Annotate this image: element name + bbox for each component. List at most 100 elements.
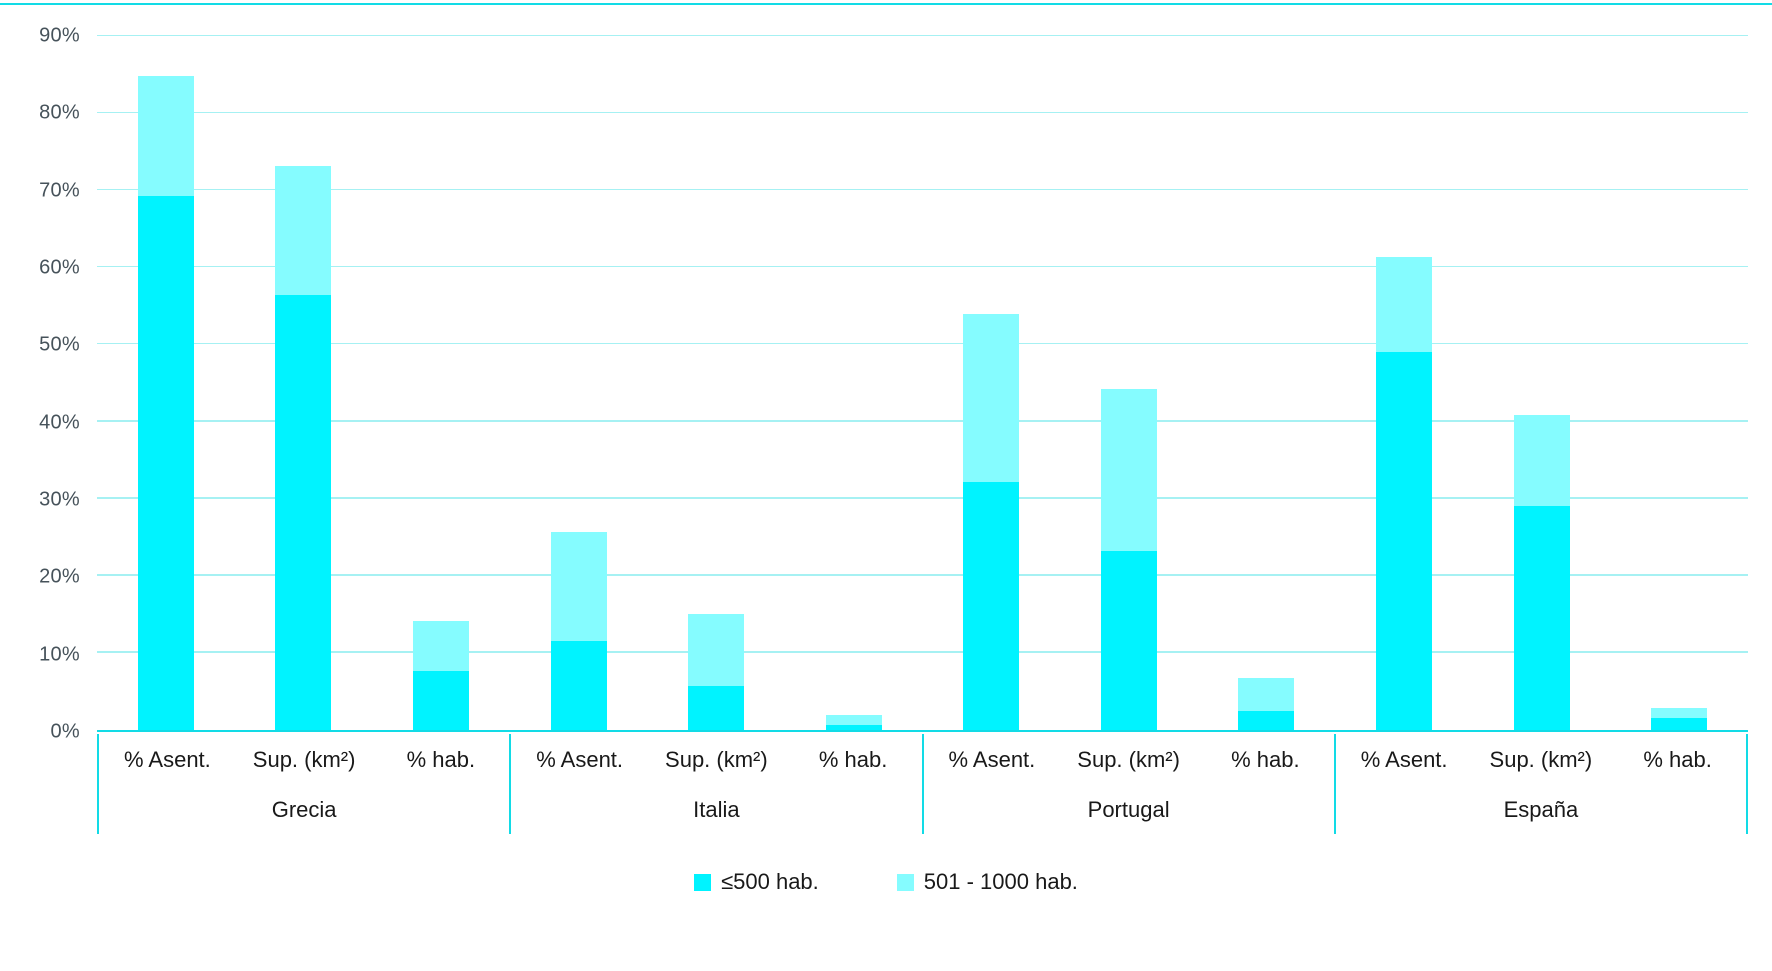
y-axis-ticks: 0% 10% 20% 30% 40% 50% 60% 70% 80% 90% bbox=[0, 25, 80, 743]
x-axis-labels: % Asent. Sup. (km²) % hab. Grecia % Asent. Su… bbox=[97, 734, 1748, 834]
stacked-bar-España-% Asent. bbox=[1376, 256, 1433, 730]
category-label: % Asent. bbox=[1360, 747, 1448, 772]
stacked-bar-Italia-% hab. bbox=[825, 715, 882, 730]
stacked-bar-España-Sup. (km²) bbox=[1513, 414, 1570, 730]
bar-slot bbox=[372, 36, 510, 730]
stacked-bar-España-% hab. bbox=[1651, 707, 1708, 730]
country-label: España bbox=[1503, 797, 1579, 822]
legend-label-501-1000: 501 - 1000 hab. bbox=[923, 869, 1078, 894]
bar-slot bbox=[97, 36, 235, 730]
x-group-España: % Asent. Sup. (km²) % hab. España bbox=[1333, 734, 1748, 834]
bar-slot bbox=[785, 36, 923, 730]
gridline bbox=[97, 111, 1748, 114]
segment-501-1000-hab bbox=[825, 715, 882, 726]
category-label-row: % Asent. Sup. (km²) % hab. bbox=[99, 734, 509, 786]
category-label: % hab. bbox=[1231, 747, 1300, 772]
bar-slot bbox=[1060, 36, 1198, 730]
country-label: Italia bbox=[693, 797, 740, 822]
bar-slot bbox=[647, 36, 785, 730]
y-tick-label: 0% bbox=[50, 720, 80, 743]
stacked-bar-Portugal-% Asent. bbox=[963, 314, 1020, 730]
x-group-Grecia: % Asent. Sup. (km²) % hab. Grecia bbox=[97, 734, 509, 834]
category-label: % hab. bbox=[1643, 747, 1712, 772]
gridline bbox=[97, 651, 1748, 653]
bar-group-España bbox=[1335, 36, 1748, 730]
legend-item-le500[interactable]: ≤500 hab. bbox=[694, 869, 819, 895]
stacked-bar-Grecia-Sup. (km²) bbox=[275, 165, 332, 730]
stacked-bar-Portugal-% hab. bbox=[1238, 677, 1295, 730]
segment-501-1000-hab bbox=[275, 165, 332, 296]
category-label: % Asent. bbox=[948, 747, 1036, 772]
segment-501-1000-hab bbox=[1376, 256, 1433, 353]
bar-group-Grecia bbox=[97, 36, 510, 730]
country-label-row: Portugal bbox=[924, 786, 1334, 834]
country-label: Grecia bbox=[271, 797, 337, 822]
gridline bbox=[97, 420, 1748, 422]
bar-slot bbox=[510, 36, 648, 730]
y-tick-label: 10% bbox=[39, 643, 80, 666]
category-label: Sup. (km²) bbox=[665, 747, 768, 772]
legend-label-le500: ≤500 hab. bbox=[721, 869, 819, 894]
category-label-row: % Asent. Sup. (km²) % hab. bbox=[1336, 734, 1746, 786]
category-label: % hab. bbox=[406, 747, 476, 772]
segment-501-1000-hab bbox=[1513, 414, 1570, 507]
stacked-bar-Grecia-% hab. bbox=[412, 620, 469, 730]
x-group-Italia: % Asent. Sup. (km²) % hab. Italia bbox=[509, 734, 921, 834]
category-label: Sup. (km²) bbox=[1489, 747, 1593, 772]
bar-slot bbox=[1610, 36, 1748, 730]
y-tick-label: 30% bbox=[39, 488, 80, 511]
y-tick-label: 20% bbox=[39, 565, 80, 588]
segment-501-1000-hab bbox=[1651, 707, 1708, 719]
stacked-bar-Portugal-Sup. (km²) bbox=[1100, 389, 1157, 730]
country-label-row: España bbox=[1336, 786, 1746, 834]
plot-area bbox=[97, 34, 1748, 732]
country-label-row: Italia bbox=[511, 786, 921, 834]
segment-501-1000-hab bbox=[1238, 677, 1295, 711]
chart-top-border bbox=[0, 3, 1772, 5]
stacked-bar-Grecia-% Asent. bbox=[137, 76, 194, 730]
category-label-row: % Asent. Sup. (km²) % hab. bbox=[924, 734, 1334, 786]
bar-group-Italia bbox=[510, 36, 923, 730]
category-label: Sup. (km²) bbox=[1077, 747, 1180, 772]
category-label: % hab. bbox=[818, 747, 888, 772]
bar-slot bbox=[1198, 36, 1336, 730]
segment-501-1000-hab bbox=[688, 613, 745, 687]
bar-slot bbox=[923, 36, 1061, 730]
bar-slot bbox=[235, 36, 373, 730]
y-tick-label: 80% bbox=[39, 101, 80, 124]
legend-swatch-501-1000 bbox=[896, 873, 914, 891]
plot-wrap bbox=[97, 34, 1748, 732]
y-tick-label: 40% bbox=[39, 411, 80, 434]
bar-slot bbox=[1335, 36, 1473, 730]
segment-501-1000-hab bbox=[412, 620, 469, 671]
gridline bbox=[97, 342, 1748, 345]
gridline bbox=[97, 574, 1748, 576]
country-label: Portugal bbox=[1087, 797, 1170, 822]
x-group-Portugal: % Asent. Sup. (km²) % hab. Portugal bbox=[921, 734, 1334, 834]
legend-item-501-1000[interactable]: 501 - 1000 hab. bbox=[896, 869, 1078, 895]
category-label: % Asent. bbox=[123, 747, 211, 772]
y-tick-label: 60% bbox=[39, 256, 80, 279]
legend: ≤500 hab. 501 - 1000 hab. bbox=[0, 869, 1772, 895]
y-tick-label: 90% bbox=[39, 24, 80, 47]
category-label: Sup. (km²) bbox=[252, 747, 356, 772]
segment-501-1000-hab bbox=[550, 531, 607, 642]
bar-group-Portugal bbox=[923, 36, 1336, 730]
category-label-row: % Asent. Sup. (km²) % hab. bbox=[511, 734, 921, 786]
gridline bbox=[97, 265, 1748, 268]
legend-swatch-le500 bbox=[694, 873, 712, 891]
category-label: % Asent. bbox=[536, 747, 624, 772]
stacked-bar-Italia-% Asent. bbox=[550, 531, 607, 730]
bars-row bbox=[97, 36, 1748, 730]
gridline bbox=[97, 497, 1748, 499]
stacked-bar-Italia-Sup. (km²) bbox=[688, 613, 745, 730]
gridline bbox=[97, 34, 1748, 36]
segment-501-1000-hab bbox=[963, 314, 1020, 483]
segment-501-1000-hab bbox=[1100, 389, 1157, 552]
y-tick-label: 50% bbox=[39, 333, 80, 356]
country-label-row: Grecia bbox=[99, 786, 509, 834]
y-tick-label: 70% bbox=[39, 179, 80, 202]
gridline bbox=[97, 188, 1748, 191]
segment-501-1000-hab bbox=[137, 76, 194, 196]
bar-slot bbox=[1473, 36, 1611, 730]
